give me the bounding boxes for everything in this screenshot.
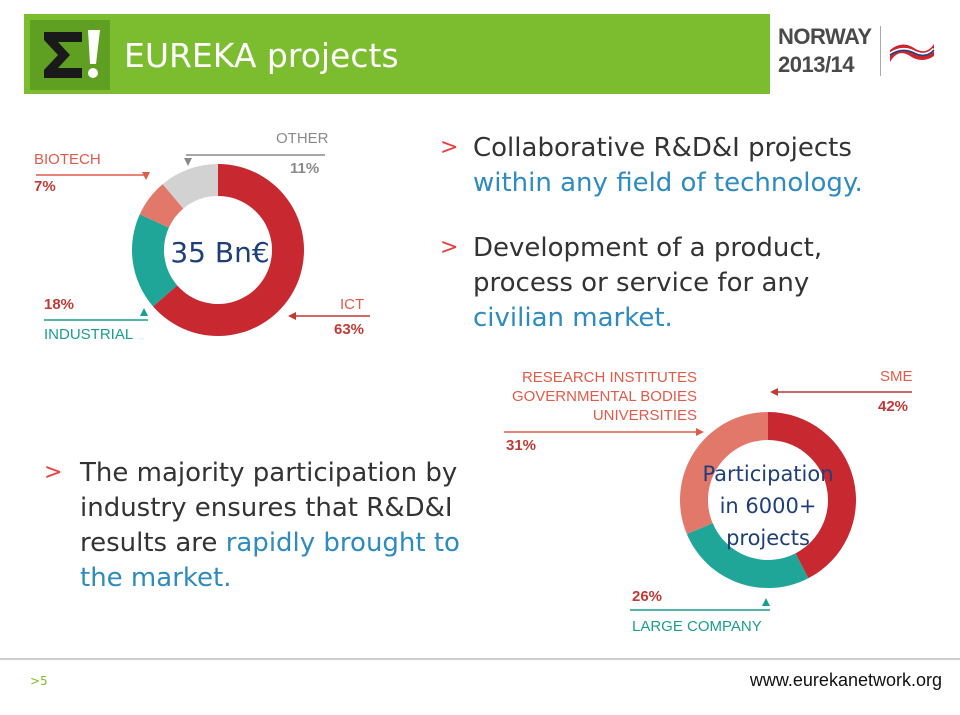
chart-2-slice-sme: [768, 412, 856, 579]
center-line-3: projects: [726, 526, 810, 550]
label-research-line-1: RESEARCH INSTITUTES: [521, 369, 697, 386]
sme-marker: [770, 388, 778, 396]
chart-1-slice-biotech: [139, 184, 184, 228]
value-research: 31%: [506, 437, 537, 454]
header-bar: EUREKA projects NORWAY 2013/14: [24, 14, 942, 94]
bullet-2-text: Development of a product, process or ser…: [473, 233, 823, 298]
footer-divider: [0, 658, 960, 660]
footer-url-link[interactable]: www.eurekanetwork.org: [749, 670, 942, 690]
value-other: 11%: [290, 160, 320, 177]
value-sme: 42%: [878, 398, 909, 415]
bullet-1-text: Collaborative R&D&I projects: [473, 133, 852, 163]
chart-1-slices: [132, 164, 305, 336]
industrial-marker: [140, 308, 148, 316]
country-badge: NORWAY 2013/14: [770, 14, 942, 94]
label-research-line-2: GOVERNMENTAL BODIES: [511, 388, 697, 405]
badge-divider: [880, 26, 881, 76]
bullet-marker: >: [440, 235, 459, 260]
label-research: RESEARCH INSTITUTES GOVERNMENTAL BODIES …: [505, 368, 697, 425]
research-marker: [696, 428, 704, 436]
other-marker: [184, 158, 192, 166]
chart-1-slice-other: [162, 164, 218, 209]
bullet-marker: >: [44, 460, 63, 485]
flag-wave-icon: [889, 44, 936, 62]
chart-2-slice-large: [686, 523, 809, 588]
chart-1-slice-ict: [153, 164, 305, 336]
label-industrial: INDUSTRIAL: [44, 326, 134, 343]
chart-2-slices: [680, 412, 856, 588]
bullet-1-highlight: within any field of technology.: [473, 168, 863, 198]
bullet-1: Collaborative R&D&I projects within any …: [473, 131, 933, 201]
page-title: EUREKA projects: [124, 36, 399, 75]
center-line-2: in 6000+: [719, 494, 817, 518]
value-industrial: 18%: [44, 296, 75, 313]
chart-2-slice-research: [680, 412, 768, 534]
bullet-3: The majority participation by industry e…: [80, 456, 480, 596]
bullet-3-highlight: rapidly brought to the market.: [80, 528, 460, 593]
bullet-marker: >: [440, 135, 459, 160]
ict-marker: [288, 312, 296, 320]
country-year: 2013/14: [778, 52, 855, 77]
chart-2-center-label: Participation in 6000+ projects: [680, 458, 856, 554]
label-research-line-3: UNIVERSITIES: [592, 407, 697, 424]
bullet-3-text: The majority participation by industry e…: [80, 458, 458, 558]
value-large-company: 26%: [632, 588, 663, 605]
label-sme: SME: [880, 368, 913, 385]
country-name: NORWAY: [778, 24, 872, 49]
value-biotech: 7%: [34, 178, 56, 195]
page-number: >5: [30, 674, 48, 688]
chart-1-center-label: 35 Bn€: [170, 236, 270, 269]
large-company-marker: [762, 598, 770, 606]
eureka-logo-icon: [30, 20, 110, 90]
label-other: OTHER: [276, 130, 329, 147]
value-ict: 63%: [334, 321, 365, 338]
label-large-company: LARGE COMPANY: [632, 618, 762, 635]
center-line-1: Participation: [702, 462, 834, 486]
label-biotech: BIOTECH: [34, 151, 101, 168]
label-ict: ICT: [340, 296, 365, 313]
bullet-2: Development of a product, process or ser…: [473, 231, 903, 336]
biotech-marker: [142, 172, 150, 180]
chart-1-slice-industrial: [132, 214, 178, 307]
bullet-2-highlight: civilian market.: [473, 303, 673, 333]
